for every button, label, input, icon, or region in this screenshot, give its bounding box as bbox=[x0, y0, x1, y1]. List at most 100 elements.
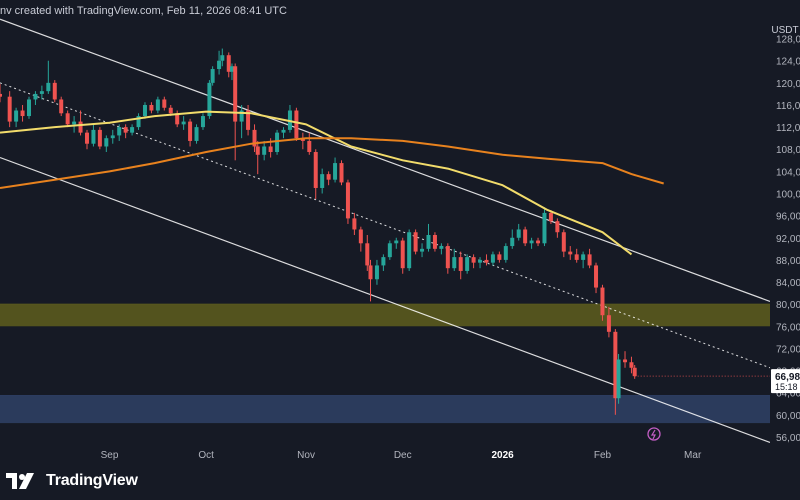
candle-body bbox=[33, 93, 38, 100]
candle bbox=[72, 116, 77, 133]
price-tick-label: 96,000 bbox=[776, 212, 800, 223]
moving-average-2 bbox=[0, 137, 664, 189]
candle-body bbox=[91, 129, 96, 144]
price-tick-label: 56,000 bbox=[776, 433, 800, 444]
candle-body bbox=[26, 99, 31, 117]
candle-body bbox=[104, 138, 109, 147]
candle-body bbox=[387, 243, 392, 258]
candle-body bbox=[581, 254, 586, 260]
support-zone bbox=[0, 395, 770, 424]
candle bbox=[46, 60, 51, 94]
channel-layer bbox=[0, 18, 771, 444]
candle bbox=[91, 124, 96, 147]
candle bbox=[255, 140, 260, 175]
candle-body bbox=[407, 232, 412, 269]
tradingview-logo-icon bbox=[6, 473, 34, 489]
candle-body bbox=[14, 110, 19, 122]
candle-body bbox=[110, 135, 115, 139]
candle-body bbox=[59, 99, 64, 114]
candle-body bbox=[233, 66, 238, 122]
candle bbox=[142, 102, 147, 119]
candle-body bbox=[374, 265, 379, 280]
price-tick-label: 116,000 bbox=[776, 101, 800, 112]
candle-body bbox=[239, 110, 244, 122]
candle bbox=[345, 179, 350, 224]
price-tick-label: 112,000 bbox=[776, 123, 800, 134]
lightning-icon-bolt bbox=[650, 429, 656, 440]
candle-body bbox=[268, 146, 273, 153]
candle bbox=[623, 351, 628, 368]
candle bbox=[516, 223, 521, 241]
candle bbox=[220, 48, 225, 67]
candle-body bbox=[7, 96, 12, 122]
candle bbox=[52, 80, 57, 103]
candle bbox=[78, 110, 83, 136]
candle-body bbox=[294, 110, 299, 139]
candle-body bbox=[497, 254, 502, 260]
lightning-icon[interactable] bbox=[647, 427, 661, 441]
candle bbox=[426, 223, 431, 252]
candle bbox=[287, 104, 292, 133]
candle bbox=[84, 129, 89, 150]
candle bbox=[0, 83, 2, 103]
candle bbox=[229, 63, 234, 81]
channel-line-2 bbox=[0, 82, 771, 369]
time-tick-label: 2026 bbox=[491, 450, 514, 461]
candle bbox=[616, 353, 621, 404]
candle-body bbox=[516, 229, 521, 238]
candle-body bbox=[339, 163, 344, 183]
candle bbox=[581, 251, 586, 269]
candle bbox=[458, 251, 463, 280]
candle bbox=[358, 226, 363, 252]
candle-body bbox=[252, 129, 257, 147]
candle-body bbox=[262, 146, 267, 155]
candle-body bbox=[458, 257, 463, 271]
price-chart[interactable]: USDT56,00060,00064,00068,00072,00076,000… bbox=[0, 0, 800, 468]
price-axis: USDT56,00060,00064,00068,00072,00076,000… bbox=[634, 0, 800, 468]
candle-body bbox=[307, 140, 312, 153]
candle bbox=[104, 135, 109, 153]
candle bbox=[281, 127, 286, 139]
candle-body bbox=[452, 257, 457, 269]
candle-body bbox=[623, 359, 628, 363]
candle-body bbox=[320, 174, 325, 188]
candle bbox=[387, 240, 392, 260]
candle bbox=[136, 113, 141, 130]
candle bbox=[400, 237, 405, 274]
candle bbox=[39, 85, 44, 100]
time-tick-label: Sep bbox=[101, 450, 119, 461]
candle bbox=[523, 226, 528, 247]
candle-body bbox=[606, 315, 611, 332]
candle bbox=[313, 149, 318, 200]
candle bbox=[333, 157, 338, 183]
candle-body bbox=[313, 152, 318, 188]
candle-body bbox=[326, 174, 331, 180]
candle-body bbox=[478, 259, 483, 263]
currency-label: USDT bbox=[771, 25, 798, 36]
candle bbox=[613, 329, 618, 415]
candle bbox=[503, 243, 508, 263]
candle-body bbox=[20, 110, 25, 117]
candle bbox=[606, 306, 611, 338]
candle bbox=[252, 124, 257, 153]
time-tick-label: Dec bbox=[394, 450, 412, 461]
candle bbox=[110, 129, 115, 144]
candle bbox=[123, 124, 128, 139]
candle bbox=[510, 229, 515, 249]
candle-body bbox=[394, 240, 399, 244]
candle-body bbox=[413, 232, 418, 252]
candle-body bbox=[78, 121, 83, 133]
candle bbox=[413, 229, 418, 255]
candle bbox=[217, 50, 222, 75]
candle bbox=[432, 232, 437, 252]
candle-body bbox=[471, 257, 476, 263]
candle-body bbox=[136, 116, 141, 128]
lightning-icon-ring bbox=[647, 427, 661, 441]
candle-body bbox=[149, 104, 154, 111]
price-tick-label: 88,000 bbox=[776, 256, 800, 267]
tradingview-logo[interactable]: TradingView bbox=[6, 471, 138, 491]
footer-bar bbox=[0, 468, 800, 500]
candle-body bbox=[255, 146, 260, 155]
candle bbox=[471, 254, 476, 269]
